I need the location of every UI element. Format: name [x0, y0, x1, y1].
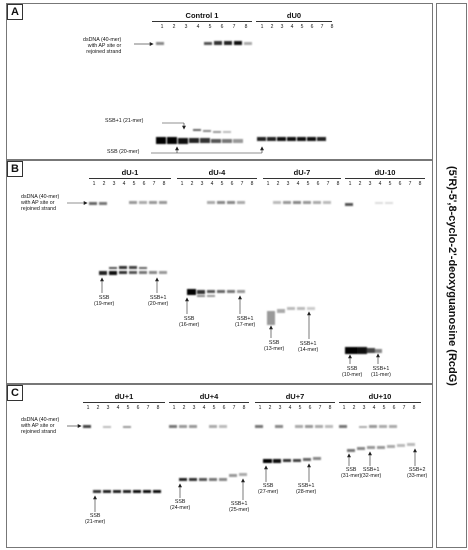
- group-underline: [83, 402, 165, 403]
- ssb-label: SSB (19-mer): [94, 295, 115, 307]
- ssb-plus-one-label: SSB+1 (14-mer): [298, 341, 319, 353]
- ssb-plus-one-label: SSB+1 (25-mer): [229, 501, 250, 513]
- group-underline: [345, 178, 425, 179]
- group-underline: [89, 178, 171, 179]
- ssb-label: SSB (10-mer): [342, 366, 363, 378]
- compound-title: (5'R)-5',8-cyclo-2'-deoxyguanosine (RcdG…: [445, 165, 458, 386]
- group-heading: dU+4: [199, 392, 219, 401]
- ssb-label: SSB (31-mer): [341, 467, 362, 479]
- group-underline: [256, 21, 332, 22]
- panel-label: A: [7, 4, 23, 20]
- gel-image-a: [134, 41, 326, 154]
- ssb-label: SSB (24-mer): [170, 499, 191, 511]
- ssb-plus-one-label: SSB+1 (32-mer): [361, 467, 382, 479]
- group-underline: [339, 402, 421, 403]
- ssb-plus-one-label: SSB+1 (11-mer): [371, 366, 391, 378]
- dsdna-label: dsDNA (40-mer) with AP site or rejoined st…: [21, 417, 60, 435]
- panel-label: B: [7, 161, 23, 177]
- group-heading: dU+10: [368, 392, 392, 401]
- gel-image-c: [67, 424, 417, 512]
- dsdna-label: dsDNA (40-mer) with AP site or rejoined st…: [83, 37, 122, 55]
- ssb-label: SSB (20-mer): [107, 149, 140, 155]
- ssb-plus-two-label: SSB+2 (33-mer): [407, 467, 428, 479]
- group-heading: dU+7: [285, 392, 305, 401]
- ssb-label: SSB (27-mer): [258, 483, 279, 495]
- ssb-label: SSB (21-mer): [85, 513, 106, 525]
- side-title-box: (5'R)-5',8-cyclo-2'-deoxyguanosine (RcdG…: [436, 3, 467, 548]
- ssb-label: SSB (16-mer): [179, 316, 200, 328]
- group-heading: dU-1: [121, 168, 139, 177]
- group-heading: dU-4: [208, 168, 226, 177]
- panel-label: C: [7, 385, 23, 401]
- ssb-plus-one-label: SSB+1 (28-mer): [296, 483, 317, 495]
- group-heading: dU-10: [374, 168, 396, 177]
- ssb-plus-one-label: SSB+1 (21-mer): [105, 118, 144, 124]
- ssb-label: SSB (13-mer): [264, 340, 285, 352]
- ssb-plus-one-label: SSB+1 (17-mer): [235, 316, 256, 328]
- group-heading: dU-7: [293, 168, 311, 177]
- group-heading: dU+1: [114, 392, 134, 401]
- group-underline: [177, 178, 257, 179]
- group-heading: Control 1: [185, 11, 219, 20]
- ssb-plus-one-label: SSB+1 (20-mer): [148, 295, 169, 307]
- group-underline: [255, 402, 335, 403]
- group-underline: [152, 21, 252, 22]
- group-underline: [263, 178, 341, 179]
- group-heading: dU0: [286, 11, 302, 20]
- group-underline: [169, 402, 249, 403]
- gel-image-b: [67, 201, 393, 364]
- dsdna-label: dsDNA (40-mer) with AP site or rejoined st…: [21, 194, 60, 212]
